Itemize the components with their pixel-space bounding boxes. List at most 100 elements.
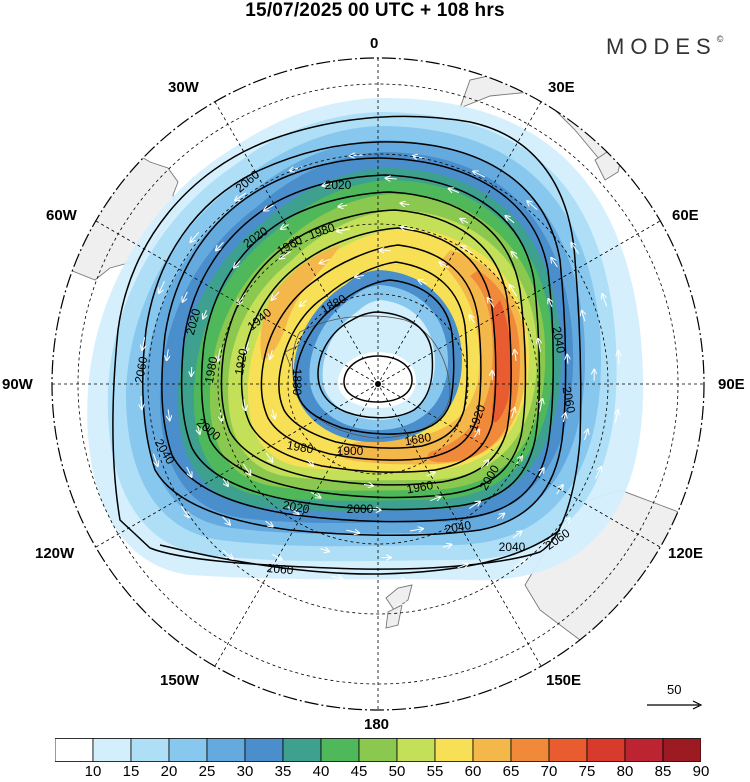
polar-stereographic-map: 2060206020602060206020202020202020202040…	[51, 57, 705, 711]
colorbar-tick-label: 65	[502, 763, 520, 780]
wind-vector	[320, 259, 330, 263]
wind-vector	[338, 205, 348, 207]
contour-1980	[200, 191, 527, 499]
colorbar-tick-label: 40	[312, 763, 330, 780]
wind-vector	[152, 453, 157, 466]
colorbar-swatch	[548, 738, 588, 762]
wind-vector	[510, 285, 518, 297]
wind-vector	[615, 410, 618, 423]
wind-vector	[506, 216, 515, 224]
contour-label: 2040	[550, 325, 568, 354]
colorbar-swatch	[472, 738, 512, 762]
wind-vector	[238, 293, 246, 304]
wind-vector	[216, 242, 224, 250]
band-75	[491, 300, 512, 423]
wind-vector	[272, 553, 282, 560]
wind-vector	[401, 227, 414, 230]
wind-vector	[180, 506, 188, 517]
wind-vector	[496, 514, 504, 520]
contour-label: 2020	[183, 307, 204, 337]
colorbar-swatch	[624, 738, 664, 762]
contour-label: 1920	[232, 347, 250, 376]
wind-vector	[346, 530, 359, 533]
lon-label-0: 0	[370, 35, 379, 52]
colorbar-swatch	[55, 738, 94, 762]
contour-1860	[317, 311, 434, 419]
wind-vector	[244, 399, 246, 410]
colorbar-tick-label: 15	[122, 763, 140, 780]
contour-label: 1900	[337, 444, 364, 458]
contour-2000	[180, 174, 541, 511]
wind-vector	[515, 350, 517, 361]
band-65	[340, 250, 527, 465]
colorbar-tick-label: 75	[578, 763, 596, 780]
wind-vector	[183, 291, 188, 302]
wind-vector	[585, 430, 588, 441]
contour-2060-outer	[112, 115, 582, 570]
contour-label: 2020	[282, 498, 311, 516]
wind-vector	[167, 349, 169, 360]
contour-1960	[220, 209, 512, 486]
wind-vector	[513, 560, 525, 568]
colorbar-swatch	[586, 738, 626, 762]
wind-vector	[265, 452, 272, 462]
colorbar-swatch	[510, 738, 550, 762]
contour-label: 2060	[132, 355, 150, 384]
south-pole-dot	[375, 381, 381, 387]
wind-vector	[222, 516, 231, 525]
contour-2060-south	[159, 529, 561, 575]
wind-vector	[460, 219, 469, 223]
wind-vector	[470, 315, 475, 324]
colorbar-swatch	[320, 738, 360, 762]
wind-vector	[512, 408, 515, 419]
wind-vector	[270, 350, 273, 359]
wind-vector	[426, 472, 435, 476]
wind-vector	[363, 485, 373, 486]
contour-1880	[294, 279, 455, 435]
wind-vector	[186, 466, 192, 477]
wind-vector	[322, 183, 334, 185]
arrow-right-icon	[647, 700, 703, 710]
colorbar-tick-label: 90	[692, 763, 710, 780]
colorbar-tick-label: 10	[84, 763, 102, 780]
wind-vector	[242, 463, 250, 475]
wind-vector	[556, 485, 563, 495]
wind-vector	[439, 262, 450, 269]
wind-vector	[218, 348, 221, 361]
wind-vector	[538, 468, 544, 476]
colorbar-tick-label: 55	[426, 763, 444, 780]
contour-label: 2060	[266, 561, 294, 577]
wind-vector	[480, 460, 489, 469]
wind-vector	[540, 399, 543, 412]
wind-vector	[222, 478, 228, 487]
wind-vector	[386, 178, 397, 179]
colorbar	[55, 738, 701, 762]
wind-vector	[461, 246, 473, 254]
height-contours	[112, 115, 582, 575]
wind-vector	[527, 201, 538, 210]
colorbar-tick-label: 25	[198, 763, 216, 780]
colorbar-tick-label: 80	[616, 763, 634, 780]
wind-vector	[168, 409, 170, 420]
wind-vector	[618, 351, 619, 365]
wind-vector	[287, 506, 299, 514]
contour-label: 2060	[560, 385, 578, 414]
wind-vector	[203, 310, 207, 318]
colorbar-swatch	[92, 738, 132, 762]
wind-vectors	[141, 155, 619, 605]
wind-vector	[457, 564, 468, 568]
colorbar-swatch	[282, 738, 322, 762]
wind-vector	[190, 231, 200, 242]
colorbar-tick-label: 60	[464, 763, 482, 780]
wind-vector	[458, 589, 470, 594]
band-65-west	[260, 245, 340, 360]
wind-vector	[142, 337, 145, 350]
colorbar-swatch	[206, 738, 246, 762]
wind-vector	[272, 409, 275, 419]
wind-vector	[413, 156, 426, 159]
wind-vector	[320, 549, 329, 552]
wind-vector	[602, 294, 608, 307]
wind-vector	[488, 298, 495, 308]
colorbar-tick-label: 45	[350, 763, 368, 780]
contour-label: 2040	[443, 518, 472, 536]
